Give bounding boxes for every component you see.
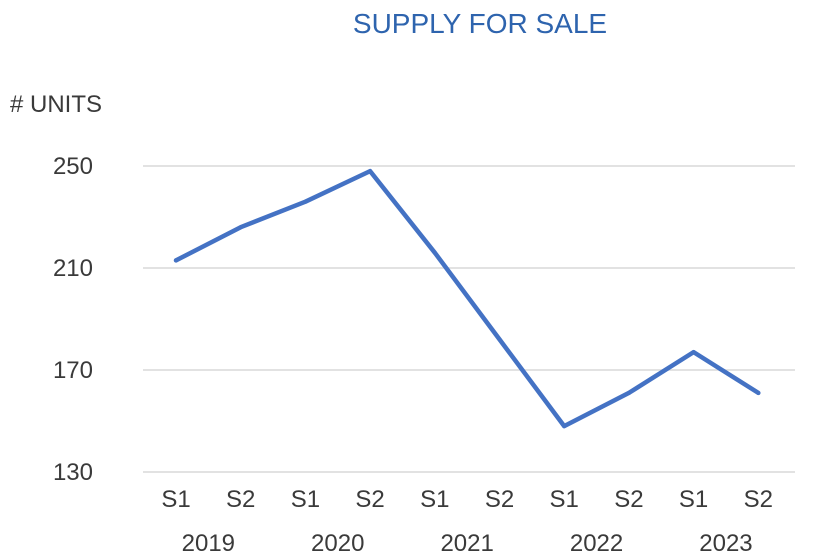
x-tick-label: S2 [485, 486, 514, 513]
x-group-label: 2019 [182, 530, 235, 557]
data-point [497, 337, 502, 342]
data-point [691, 350, 696, 355]
x-axis-year-groups: 2019 2020 2021 2022 2023 [182, 530, 753, 557]
data-point [368, 169, 373, 174]
gridlines [143, 165, 795, 473]
x-group-label: 2023 [699, 530, 752, 557]
x-tick-label: S2 [744, 486, 773, 513]
x-group-label: 2022 [570, 530, 623, 557]
x-group-label: 2021 [440, 530, 493, 557]
x-tick-label: S1 [679, 486, 708, 513]
data-point [303, 199, 308, 204]
y-axis-label: # UNITS [10, 91, 102, 118]
x-tick-label: S2 [614, 486, 643, 513]
series-line [173, 168, 761, 429]
x-axis-ticks: S1 S2 S1 S2 S1 S2 S1 S2 S1 S2 [161, 486, 773, 513]
x-tick-label: S1 [291, 486, 320, 513]
x-tick-label: S1 [161, 486, 190, 513]
data-point [432, 250, 437, 255]
data-point [562, 424, 567, 429]
x-tick-label: S1 [420, 486, 449, 513]
data-point [238, 225, 243, 230]
y-tick-label: 250 [53, 153, 93, 180]
data-point [174, 258, 178, 263]
y-tick-label: 170 [53, 357, 93, 384]
data-point [626, 390, 631, 395]
x-tick-label: S2 [226, 486, 255, 513]
series-layer [173, 168, 761, 429]
y-tick-label: 130 [53, 459, 93, 486]
chart-title: SUPPLY FOR SALE [353, 8, 607, 39]
data-point [756, 390, 761, 395]
y-axis-ticks: 130 170 210 250 [53, 153, 93, 486]
x-tick-label: S1 [550, 486, 579, 513]
x-group-label: 2020 [311, 530, 364, 557]
x-tick-label: S2 [355, 486, 384, 513]
y-tick-label: 210 [53, 255, 93, 282]
